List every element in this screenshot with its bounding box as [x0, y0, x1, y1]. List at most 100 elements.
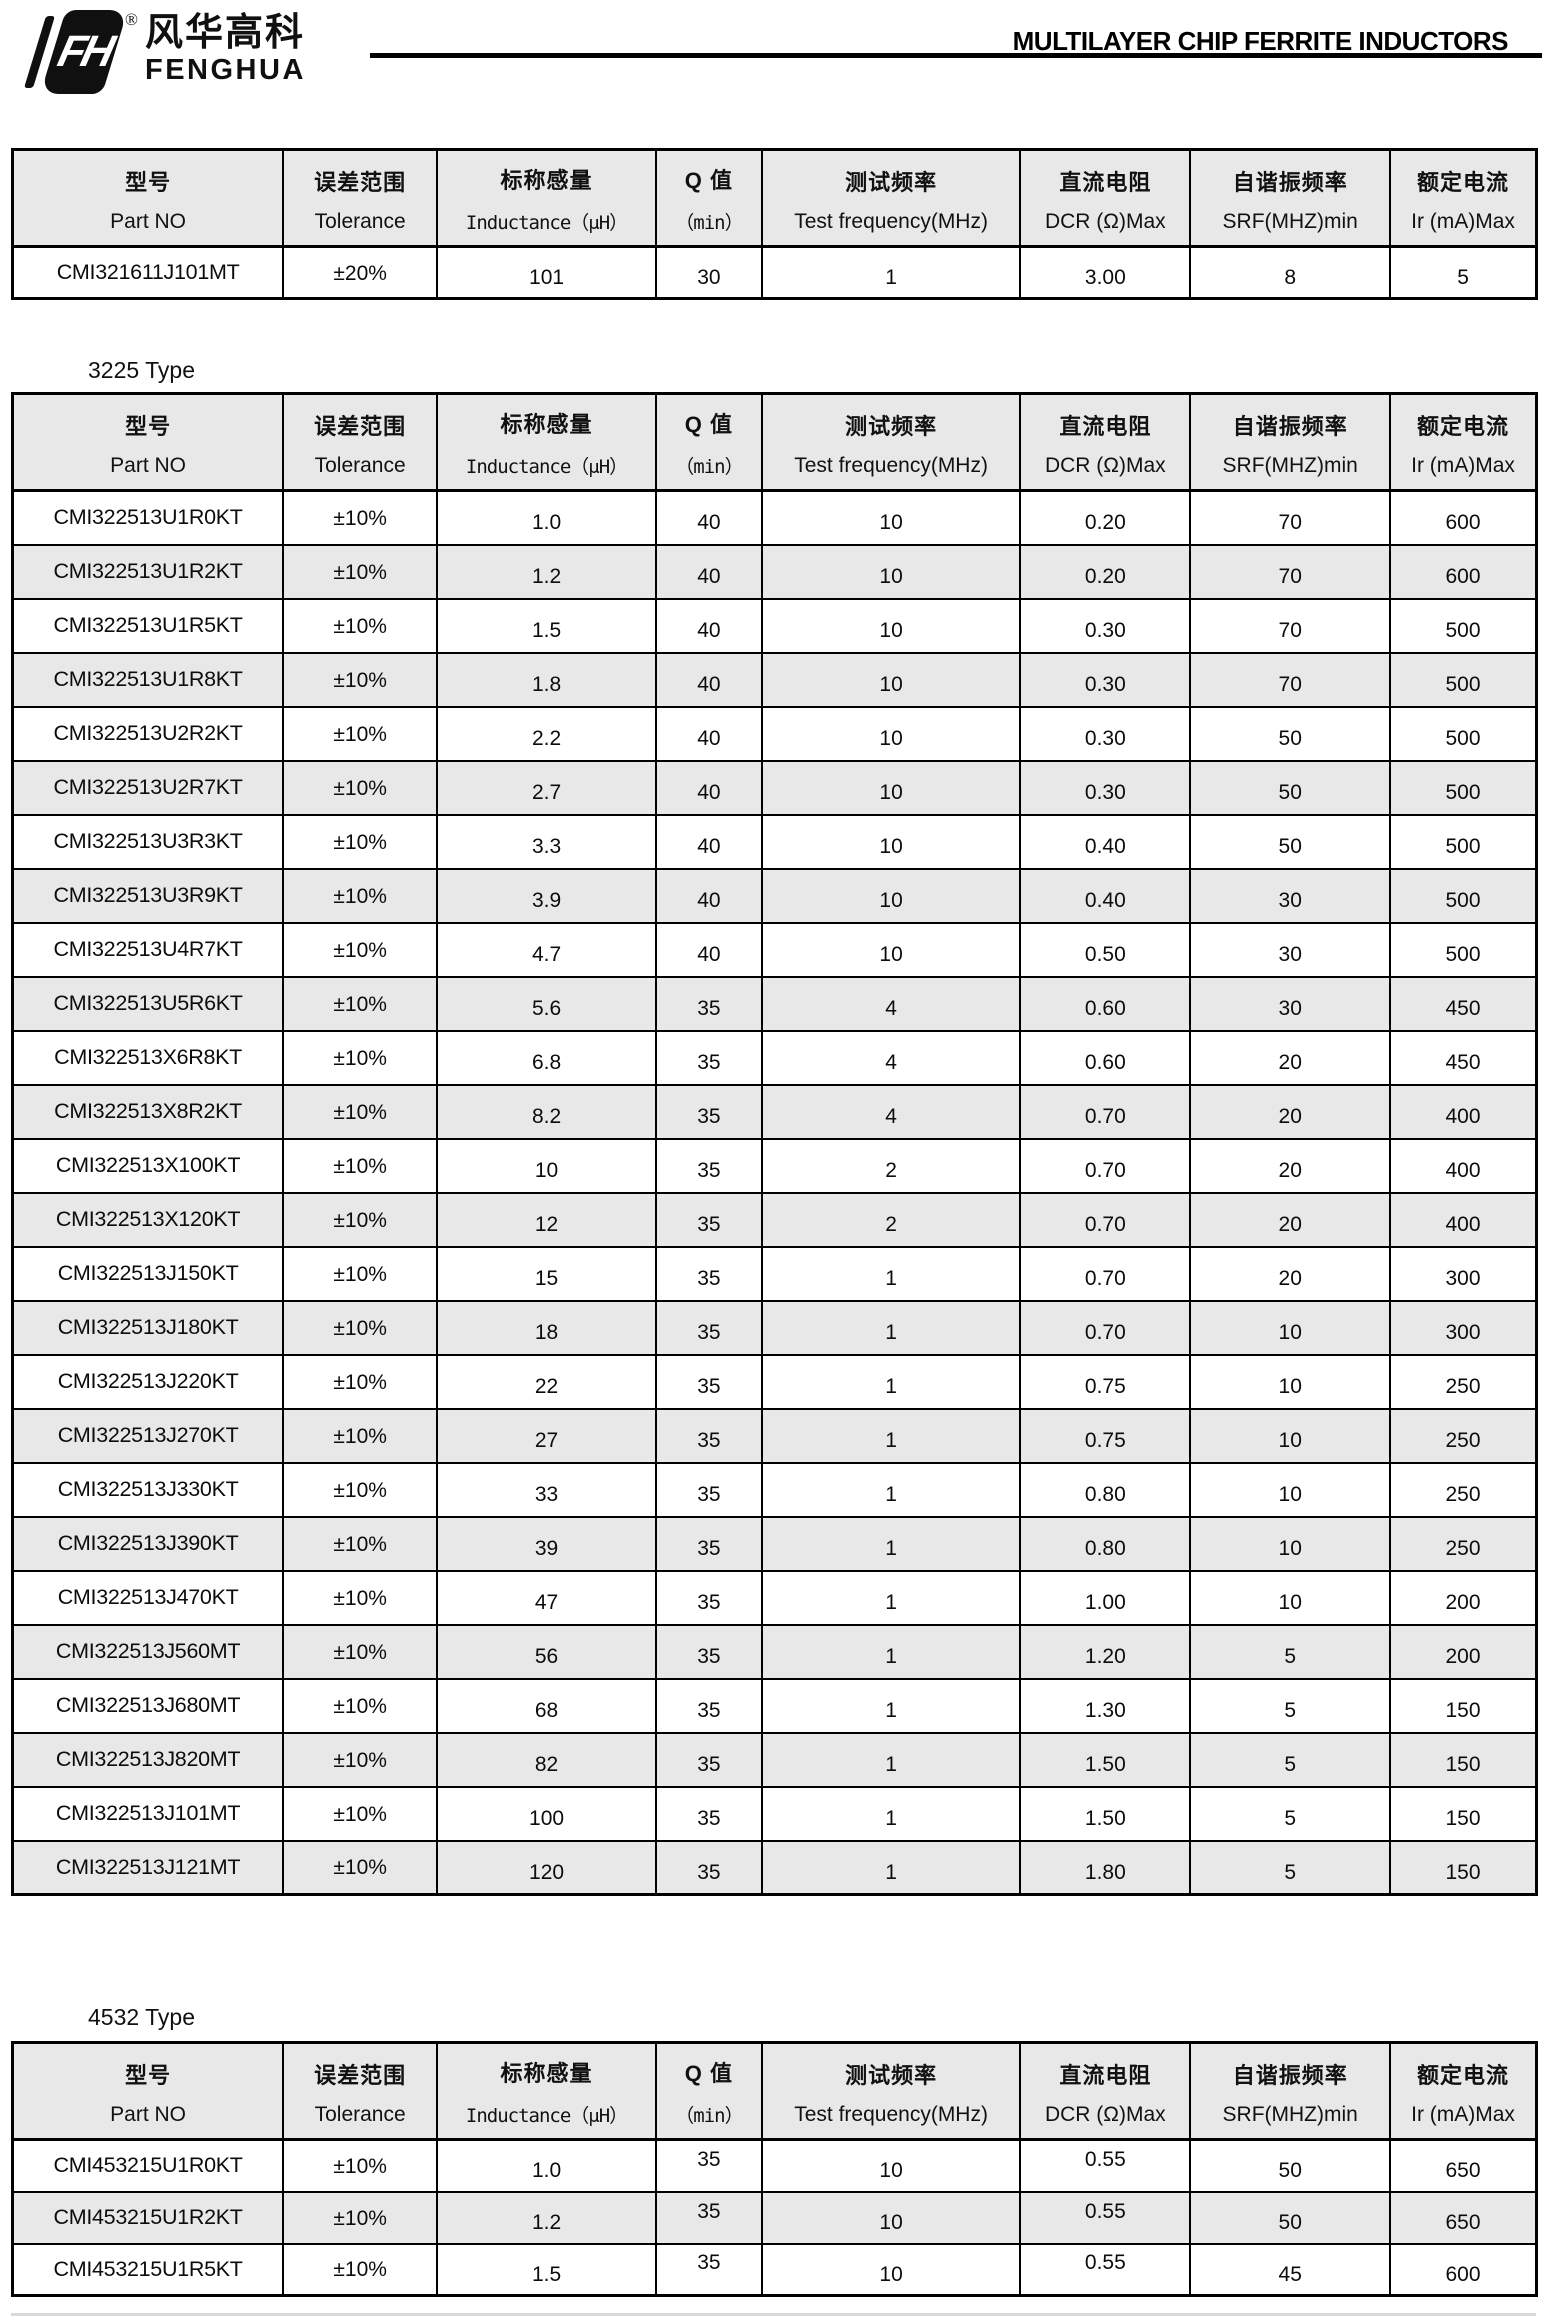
- cell-q-min: 35: [654, 1839, 763, 1896]
- cell-srf-min: 20: [1189, 1083, 1392, 1140]
- cell-part-no: CMI322513U1R8KT: [11, 651, 285, 708]
- column-header-q-min: Q 值 （min）: [654, 2041, 763, 2141]
- cell-tolerance: ±10%: [282, 1515, 439, 1572]
- table-row: CMI322513U1R5KT ±10% 1.5 40 10 0.30 70 500: [11, 597, 1538, 654]
- section-3225: 3225 Type 型号 Part NO 误差范围 Tolerance 标称感量 Indu…: [0, 355, 1549, 1896]
- column-header-q-min: Q 值 （min）: [654, 148, 763, 248]
- cell-part-no: CMI322513J180KT: [11, 1299, 285, 1356]
- cell-tolerance: ±10%: [282, 1137, 439, 1194]
- cell-dcr-max: 0.70: [1019, 1191, 1192, 1248]
- cell-rated-current: 300: [1389, 1245, 1538, 1302]
- cell-rated-current: 250: [1389, 1407, 1538, 1464]
- cell-part-no: CMI322513J470KT: [11, 1569, 285, 1626]
- cell-part-no: CMI322513J820MT: [11, 1731, 285, 1788]
- cell-tolerance: ±10%: [282, 1245, 439, 1302]
- cell-tolerance: ±10%: [282, 1839, 439, 1896]
- column-header-srf-min: 自谐振频率 SRF(MHZ)min: [1189, 2041, 1392, 2141]
- cell-dcr-max: 0.70: [1019, 1299, 1192, 1356]
- cell-dcr-max: 3.00: [1019, 245, 1192, 300]
- cell-rated-current: 600: [1389, 489, 1538, 546]
- column-header-cn: Q 值: [684, 168, 734, 193]
- column-header-dcr-max: 直流电阻 DCR (Ω)Max: [1019, 2041, 1192, 2141]
- cell-srf-min: 20: [1189, 1245, 1392, 1302]
- cell-part-no: CMI453215U1R2KT: [11, 2190, 285, 2245]
- cell-srf-min: 70: [1189, 597, 1392, 654]
- cell-tolerance: ±10%: [282, 1353, 439, 1410]
- cell-test-frequency: 10: [760, 813, 1022, 870]
- cell-inductance: 12: [436, 1191, 657, 1248]
- column-header-rated-current: 额定电流 Ir (mA)Max: [1389, 2041, 1538, 2141]
- cell-dcr-max: 0.40: [1019, 813, 1192, 870]
- table-row: CMI322513U5R6KT ±10% 5.6 35 4 0.60 30 450: [11, 975, 1538, 1032]
- cell-tolerance: ±10%: [282, 489, 439, 546]
- cell-test-frequency: 10: [760, 2190, 1022, 2245]
- cell-inductance: 47: [436, 1569, 657, 1626]
- cell-srf-min: 10: [1189, 1353, 1392, 1410]
- type-label-3225: 3225 Type: [88, 357, 196, 383]
- table-row: CMI322513J330KT ±10% 33 35 1 0.80 10 250: [11, 1461, 1538, 1518]
- table-row: CMI322513J150KT ±10% 15 35 1 0.70 20 300: [11, 1245, 1538, 1302]
- cell-part-no: CMI322513X8R2KT: [11, 1083, 285, 1140]
- column-header-en: Ir (mA)Max: [1411, 209, 1515, 233]
- cell-q-min: 35: [654, 1785, 763, 1842]
- cell-inductance: 1.2: [436, 543, 657, 600]
- cell-tolerance: ±10%: [282, 759, 439, 816]
- column-header-cn: 误差范围: [314, 2062, 407, 2088]
- cell-inductance: 27: [436, 1407, 657, 1464]
- column-header-cn: 自谐振频率: [1232, 169, 1348, 195]
- cell-q-min: 40: [654, 489, 763, 546]
- cell-rated-current: 150: [1389, 1677, 1538, 1734]
- table-row: CMI322513J820MT ±10% 82 35 1 1.50 5 150: [11, 1731, 1538, 1788]
- cell-dcr-max: 0.50: [1019, 921, 1192, 978]
- cell-part-no: CMI322513J680MT: [11, 1677, 285, 1734]
- tables-wrap: 型号 Part NO 误差范围 Tolerance 标称感量 Inductance（μH）…: [0, 148, 1549, 2297]
- cell-part-no: CMI322513X6R8KT: [11, 1029, 285, 1086]
- cell-inductance: 2.2: [436, 705, 657, 762]
- column-header-cn: 额定电流: [1417, 169, 1510, 195]
- cell-tolerance: ±10%: [282, 921, 439, 978]
- cell-rated-current: 450: [1389, 1029, 1538, 1086]
- cell-rated-current: 500: [1389, 705, 1538, 762]
- column-header-tolerance: 误差范围 Tolerance: [282, 148, 439, 248]
- table-row: CMI322513X100KT ±10% 10 35 2 0.70 20 400: [11, 1137, 1538, 1194]
- cell-part-no: CMI322513U1R5KT: [11, 597, 285, 654]
- column-header-en: Ir (mA)Max: [1411, 453, 1515, 477]
- type-label-4532: 4532 Type: [88, 2004, 196, 2030]
- cell-part-no: CMI322513U1R2KT: [11, 543, 285, 600]
- column-header-en: （min）: [675, 2105, 743, 2127]
- cell-test-frequency: 1: [760, 1353, 1022, 1410]
- cell-rated-current: 150: [1389, 1785, 1538, 1842]
- cell-srf-min: 10: [1189, 1299, 1392, 1356]
- cell-dcr-max: 0.70: [1019, 1245, 1192, 1302]
- cell-tolerance: ±20%: [282, 245, 439, 300]
- cell-srf-min: 10: [1189, 1515, 1392, 1572]
- cell-test-frequency: 1: [760, 1623, 1022, 1680]
- cell-srf-min: 30: [1189, 975, 1392, 1032]
- cell-srf-min: 30: [1189, 921, 1392, 978]
- cell-rated-current: 5: [1389, 245, 1538, 300]
- cell-q-min: 40: [654, 759, 763, 816]
- cell-dcr-max: 1.50: [1019, 1785, 1192, 1842]
- cell-rated-current: 500: [1389, 921, 1538, 978]
- cell-part-no: CMI322513J330KT: [11, 1461, 285, 1518]
- table-row: CMI322513J560MT ±10% 56 35 1 1.20 5 200: [11, 1623, 1538, 1680]
- cell-test-frequency: 2: [760, 1137, 1022, 1194]
- cell-dcr-max: 0.75: [1019, 1353, 1192, 1410]
- cell-tolerance: ±10%: [282, 2138, 439, 2193]
- cell-tolerance: ±10%: [282, 705, 439, 762]
- cell-test-frequency: 1: [760, 245, 1022, 300]
- cell-inductance: 56: [436, 1623, 657, 1680]
- cell-q-min: 35: [654, 1515, 763, 1572]
- cell-inductance: 4.7: [436, 921, 657, 978]
- column-header-part-no: 型号 Part NO: [11, 2041, 285, 2141]
- cell-tolerance: ±10%: [282, 1623, 439, 1680]
- cell-srf-min: 50: [1189, 2190, 1392, 2245]
- column-header-q-min: Q 值 （min）: [654, 392, 763, 492]
- cell-q-min: 35: [654, 1677, 763, 1734]
- column-header-en: Part NO: [110, 2102, 186, 2126]
- cell-dcr-max: 1.30: [1019, 1677, 1192, 1734]
- cell-part-no: CMI322513J560MT: [11, 1623, 285, 1680]
- cell-srf-min: 20: [1189, 1137, 1392, 1194]
- table-row: CMI322513J101MT ±10% 100 35 1 1.50 5 150: [11, 1785, 1538, 1842]
